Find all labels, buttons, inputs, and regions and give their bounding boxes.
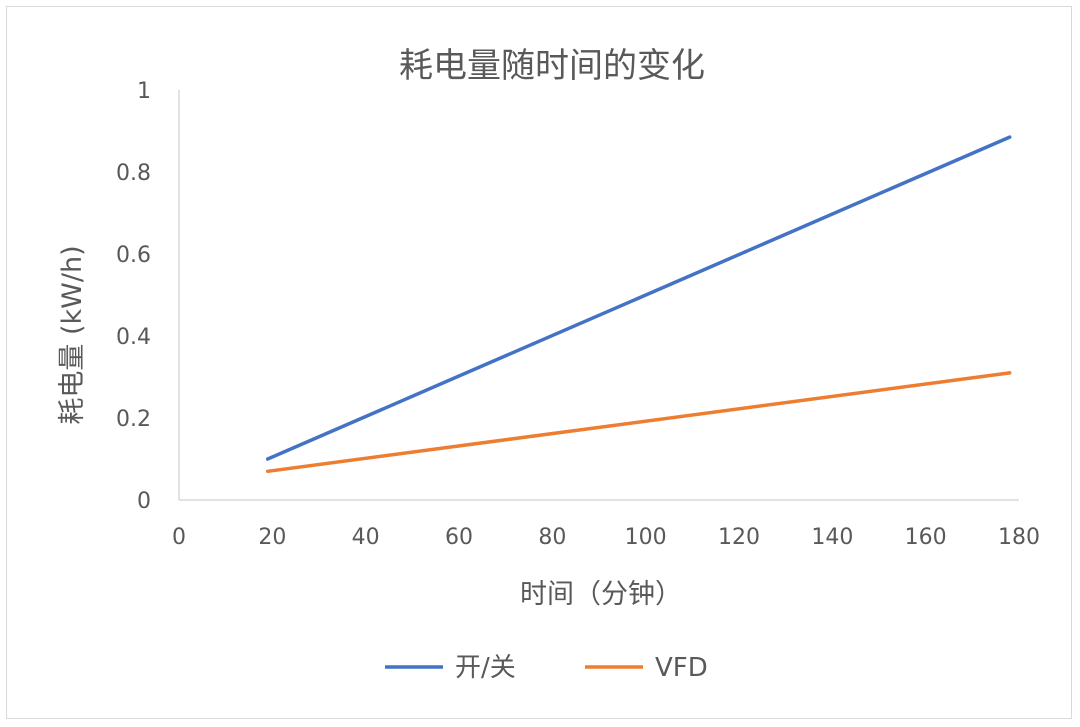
x-tick-label: 120 <box>718 525 760 550</box>
x-tick-label: 20 <box>258 525 286 550</box>
legend-label-1: 开/关 <box>455 653 516 683</box>
y-tick-label: 0.4 <box>116 325 151 350</box>
x-tick-label: 180 <box>998 525 1040 550</box>
series-line-1 <box>265 135 1012 461</box>
x-tick-label: 100 <box>625 525 667 550</box>
x-tick-label: 0 <box>172 525 186 550</box>
chart-frame: 耗电量随时间的变化 0 0.2 0.4 0.6 0.8 1 0 20 40 60 80 100 120… <box>6 6 1072 719</box>
x-tick-labels: 0 20 40 60 80 100 120 140 160 180 <box>172 525 1040 550</box>
y-tick-label: 0.6 <box>116 243 151 268</box>
chart-svg: 耗电量随时间的变化 0 0.2 0.4 0.6 0.8 1 0 20 40 60 80 100 120… <box>57 46 1040 683</box>
y-tick-label: 0.8 <box>116 161 151 186</box>
y-tick-labels: 0 0.2 0.4 0.6 0.8 1 <box>116 79 151 514</box>
x-axis-title: 时间（分钟） <box>520 579 682 610</box>
chart-title: 耗电量随时间的变化 <box>399 46 705 86</box>
series-line-2 <box>265 371 1012 474</box>
x-tick-label: 60 <box>445 525 473 550</box>
legend-label-2: VFD <box>655 653 708 683</box>
series-lines <box>265 135 1012 474</box>
x-tick-label: 80 <box>538 525 566 550</box>
chart-legend: 开/关 VFD <box>385 653 708 683</box>
y-tick-label: 1 <box>137 79 151 104</box>
x-tick-label: 40 <box>352 525 380 550</box>
x-tick-label: 160 <box>905 525 947 550</box>
y-tick-label: 0 <box>137 489 151 514</box>
x-tick-label: 140 <box>811 525 853 550</box>
y-axis-title: 耗电量 (kW/h) <box>57 245 88 424</box>
y-tick-label: 0.2 <box>116 407 151 432</box>
